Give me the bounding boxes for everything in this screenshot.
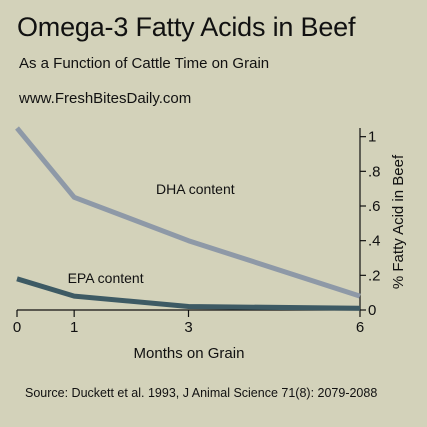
y-tick-label: 0: [368, 302, 376, 319]
series-labels: DHA content EPA content: [68, 181, 235, 286]
x-axis-label: Months on Grain: [134, 345, 245, 362]
website-url: www.FreshBitesDaily.com: [19, 90, 192, 107]
y-ticks: 0 .2 .4 .6 .8 1: [360, 129, 381, 319]
y-tick-label: 1: [368, 129, 376, 146]
source-citation: Source: Duckett et al. 1993, J Animal Sc…: [25, 386, 378, 400]
y-tick-label: .8: [368, 163, 381, 180]
epa-series-line: [16, 276, 361, 311]
y-axis-label: % Fatty Acid in Beef: [390, 154, 407, 289]
y-tick-label: .2: [368, 267, 381, 284]
y-tick-label: .6: [368, 198, 381, 215]
x-tick-label: 6: [356, 319, 364, 336]
x-ticks: 0 1 3 6: [13, 310, 364, 336]
series-lines: [15, 126, 361, 311]
x-tick-label: 1: [70, 319, 78, 336]
x-tick-label: 3: [184, 319, 192, 336]
dha-series-line: [15, 126, 361, 299]
chart-subtitle: As a Function of Cattle Time on Grain: [19, 55, 270, 72]
chart-title: Omega-3 Fatty Acids in Beef: [17, 12, 356, 42]
epa-series-label: EPA content: [68, 270, 144, 286]
x-tick-label: 0: [13, 319, 21, 336]
y-tick-label: .4: [368, 233, 381, 250]
dha-series-label: DHA content: [156, 181, 235, 197]
